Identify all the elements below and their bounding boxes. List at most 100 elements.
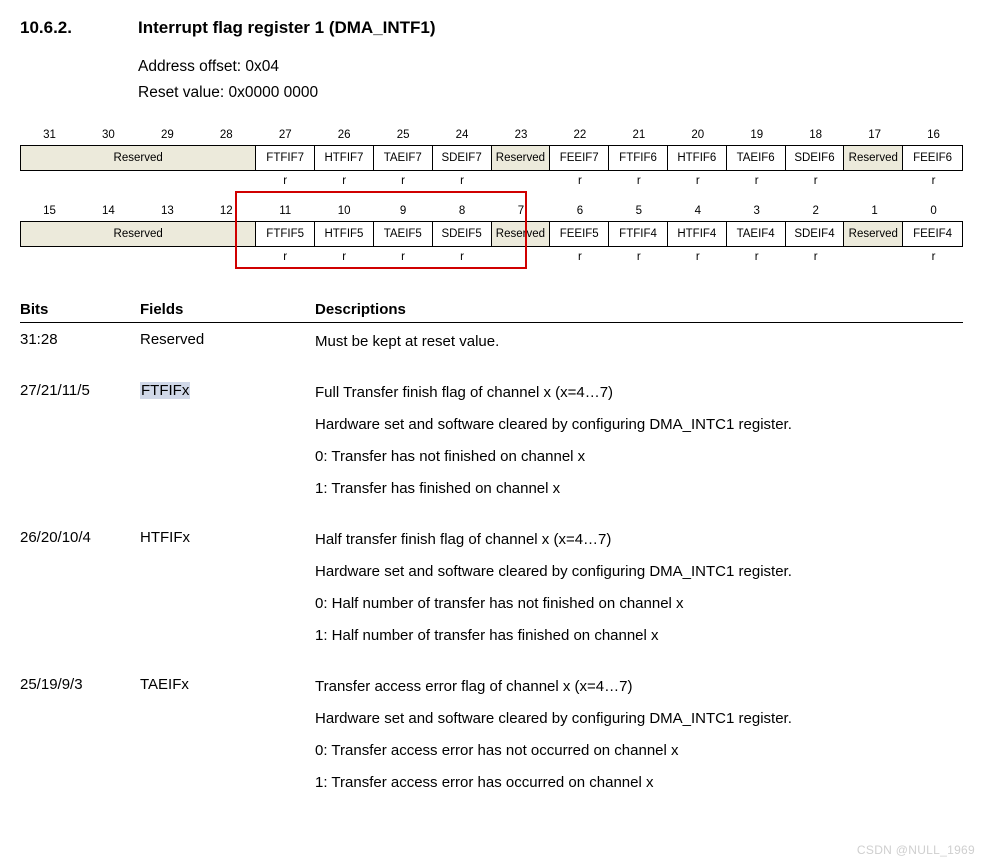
bit-rw-row: rrrrrrrrrr	[20, 173, 963, 189]
bits-value: 27/21/11/5	[20, 382, 140, 399]
bit-number: 22	[550, 127, 609, 143]
bit-field-cell: SDEIF4	[786, 222, 845, 246]
description-line: 1: Transfer access error has occurred on…	[315, 772, 963, 794]
bit-field-cell: FTFIF6	[609, 146, 668, 170]
bit-field-cell: Reserved	[21, 222, 256, 246]
bit-field-cell: TAEIF6	[727, 146, 786, 170]
bit-field-cell: FTFIF5	[256, 222, 315, 246]
bit-field-cell: HTFIF7	[315, 146, 374, 170]
bit-field-cell: FTFIF7	[256, 146, 315, 170]
field-name: TAEIFx	[140, 676, 315, 693]
bit-rw: r	[609, 249, 668, 265]
bit-number: 13	[138, 203, 197, 219]
section-number: 10.6.2.	[20, 18, 138, 38]
bit-field-cell: Reserved	[844, 146, 903, 170]
field-name: HTFIFx	[140, 529, 315, 546]
register-meta: Address offset: 0x04 Reset value: 0x0000…	[138, 54, 963, 107]
bit-layout-diagram: 31302928272625242322212019181716 Reserved…	[20, 127, 963, 265]
bit-cell-row: ReservedFTFIF7HTFIF7TAEIF7SDEIF7Reserved…	[20, 145, 963, 171]
bit-rw: r	[256, 249, 315, 265]
bit-rw: r	[433, 173, 492, 189]
bit-rw	[197, 173, 256, 189]
bit-number: 17	[845, 127, 904, 143]
bit-rw	[138, 249, 197, 265]
reset-value: Reset value: 0x0000 0000	[138, 80, 963, 106]
field-name: Reserved	[140, 331, 315, 348]
bit-number: 11	[256, 203, 315, 219]
bit-number: 1	[845, 203, 904, 219]
bit-number: 10	[315, 203, 374, 219]
bit-number: 21	[609, 127, 668, 143]
bits-value: 25/19/9/3	[20, 676, 140, 693]
bit-rw: r	[904, 173, 963, 189]
bit-rw: r	[374, 173, 433, 189]
bit-number: 12	[197, 203, 256, 219]
bits-value: 26/20/10/4	[20, 529, 140, 546]
bit-number: 7	[492, 203, 551, 219]
description-row: 25/19/9/3TAEIFxTransfer access error fla…	[20, 676, 963, 803]
bit-rw: r	[786, 173, 845, 189]
bit-number-row: 1514131211109876543210	[20, 203, 963, 219]
bit-field-cell: Reserved	[492, 146, 551, 170]
bit-rw: r	[668, 249, 727, 265]
bit-rw: r	[374, 249, 433, 265]
bit-field-cell: Reserved	[844, 222, 903, 246]
bit-field-cell: FEEIF5	[550, 222, 609, 246]
bit-rw	[79, 173, 138, 189]
bit-number: 20	[668, 127, 727, 143]
bit-number: 8	[433, 203, 492, 219]
bit-field-cell: SDEIF7	[433, 146, 492, 170]
bit-rw: r	[550, 249, 609, 265]
bit-rw	[492, 249, 551, 265]
description-line: Hardware set and software cleared by con…	[315, 708, 963, 730]
col-descriptions: Descriptions	[315, 301, 963, 318]
bit-rw: r	[433, 249, 492, 265]
bit-rw	[845, 173, 904, 189]
bit-number: 5	[609, 203, 668, 219]
description-lines: Half transfer finish flag of channel x (…	[315, 529, 963, 656]
description-row: 27/21/11/5FTFIFxFull Transfer finish fla…	[20, 382, 963, 509]
bit-rw: r	[786, 249, 845, 265]
bit-field-cell: HTFIF5	[315, 222, 374, 246]
description-line: 0: Transfer access error has not occurre…	[315, 740, 963, 762]
bit-field-cell: TAEIF7	[374, 146, 433, 170]
description-line: Hardware set and software cleared by con…	[315, 561, 963, 583]
bit-field-cell: HTFIF6	[668, 146, 727, 170]
bit-number: 23	[492, 127, 551, 143]
bit-rw	[20, 249, 79, 265]
bit-rw: r	[315, 249, 374, 265]
col-fields: Fields	[140, 301, 315, 318]
bit-cell-row: ReservedFTFIF5HTFIF5TAEIF5SDEIF5Reserved…	[20, 221, 963, 247]
bit-rw: r	[727, 173, 786, 189]
description-table: Bits Fields Descriptions 31:28ReservedMu…	[20, 301, 963, 804]
description-row: 26/20/10/4HTFIFxHalf transfer finish fla…	[20, 529, 963, 656]
bit-number: 25	[374, 127, 433, 143]
description-line: Hardware set and software cleared by con…	[315, 414, 963, 436]
bit-rw	[20, 173, 79, 189]
bit-field-cell: Reserved	[21, 146, 256, 170]
bit-number: 27	[256, 127, 315, 143]
bit-rw: r	[727, 249, 786, 265]
bit-number-row: 31302928272625242322212019181716	[20, 127, 963, 143]
bit-rw	[197, 249, 256, 265]
bit-number: 26	[315, 127, 374, 143]
bit-number: 30	[79, 127, 138, 143]
bit-number: 19	[727, 127, 786, 143]
bit-rw-row: rrrrrrrrrr	[20, 249, 963, 265]
bit-number: 28	[197, 127, 256, 143]
bit-rw: r	[315, 173, 374, 189]
bit-rw: r	[668, 173, 727, 189]
description-line: 1: Transfer has finished on channel x	[315, 478, 963, 500]
description-line: Half transfer finish flag of channel x (…	[315, 529, 963, 551]
bit-number: 31	[20, 127, 79, 143]
description-lines: Full Transfer finish flag of channel x (…	[315, 382, 963, 509]
description-header: Bits Fields Descriptions	[20, 301, 963, 323]
bit-number: 15	[20, 203, 79, 219]
description-line: 1: Half number of transfer has finished …	[315, 625, 963, 647]
bit-field-cell: TAEIF5	[374, 222, 433, 246]
bit-number: 4	[668, 203, 727, 219]
description-line: 0: Half number of transfer has not finis…	[315, 593, 963, 615]
bit-number: 29	[138, 127, 197, 143]
description-lines: Transfer access error flag of channel x …	[315, 676, 963, 803]
bit-rw: r	[609, 173, 668, 189]
